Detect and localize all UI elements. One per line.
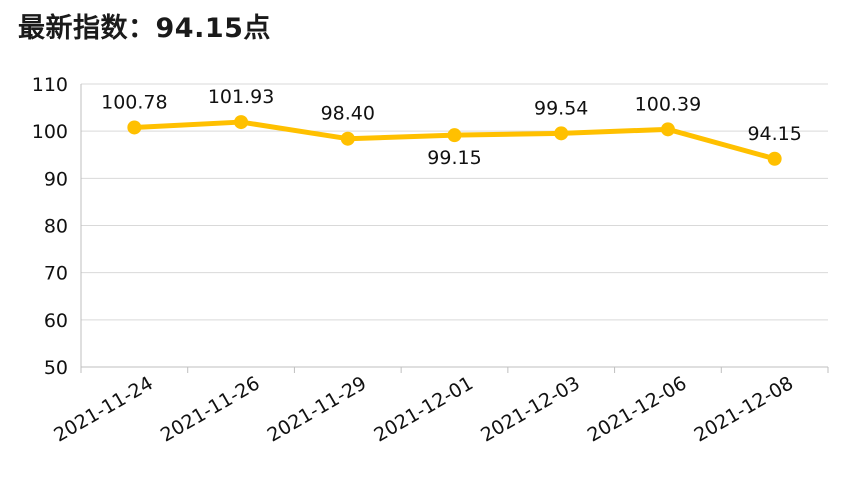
data-point [127, 120, 142, 135]
x-tick-label: 2021-11-24 [50, 372, 157, 446]
y-tick-label: 90 [44, 168, 68, 190]
x-axis: 2021-11-24 2021-11-26 2021-11-29 2021-12-01… [50, 366, 829, 447]
series-line-group [127, 115, 782, 166]
data-point [447, 128, 462, 143]
data-label: 99.15 [427, 147, 481, 169]
y-tick-label: 70 [44, 263, 68, 285]
data-labels: 100.78 101.93 98.40 99.15 99.54 100.39 94.15 [101, 86, 802, 169]
data-point [660, 122, 675, 137]
x-tick-label: 2021-12-03 [477, 372, 584, 446]
gridlines [81, 83, 828, 321]
x-tick-label: 2021-12-01 [370, 372, 477, 446]
y-tick-label: 50 [44, 357, 68, 379]
chart-title: 最新指数：94.15点 [18, 13, 271, 44]
data-point [554, 126, 569, 141]
data-label: 94.15 [747, 123, 801, 145]
y-tick-label: 100 [32, 121, 68, 143]
data-label: 101.93 [208, 86, 274, 108]
data-point [340, 131, 355, 146]
y-tick-label: 110 [32, 74, 68, 96]
data-point [234, 115, 249, 130]
x-tick-label: 2021-12-06 [584, 372, 691, 446]
data-label: 100.78 [101, 91, 167, 113]
y-tick-label: 80 [44, 216, 68, 238]
y-axis: 50 60 70 80 90 100 110 [32, 74, 82, 379]
data-label: 100.39 [635, 93, 701, 115]
x-tick-label: 2021-11-26 [157, 372, 264, 446]
data-point [767, 151, 782, 166]
x-tick-label: 2021-11-29 [264, 372, 371, 446]
data-label: 98.40 [321, 103, 375, 125]
data-label: 99.54 [534, 97, 588, 119]
y-tick-label: 60 [44, 310, 68, 332]
x-tick-label: 2021-12-08 [691, 372, 798, 446]
